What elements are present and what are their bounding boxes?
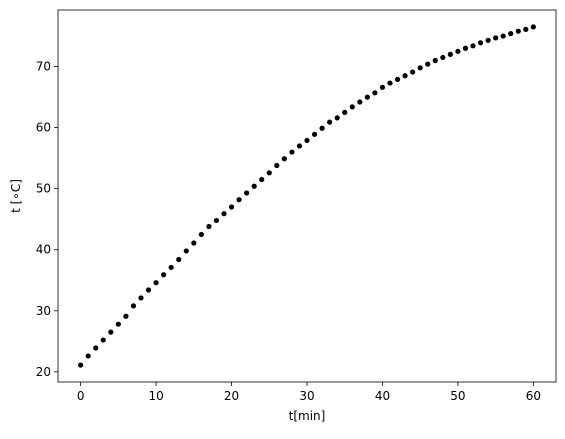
point [259, 176, 265, 183]
point [327, 119, 333, 125]
point [410, 69, 416, 75]
point [311, 131, 318, 137]
plot-frame [57, 9, 557, 383]
x-tick-label: 60 [526, 389, 541, 403]
x-tick-label: 10 [148, 389, 163, 403]
point [515, 28, 521, 34]
point [470, 43, 476, 49]
x-tick-label: 40 [375, 389, 390, 403]
point [296, 143, 303, 149]
x-tick-label: 20 [224, 389, 239, 403]
point [364, 94, 370, 100]
y-tick-label: 60 [36, 121, 51, 135]
point [251, 183, 257, 189]
point [100, 337, 106, 343]
point [432, 57, 438, 64]
point [477, 40, 484, 46]
point [123, 313, 129, 319]
point [394, 76, 401, 83]
point [206, 223, 212, 230]
point [485, 37, 491, 43]
y-tick-label: 70 [36, 60, 51, 74]
point [417, 65, 423, 71]
point [115, 321, 121, 327]
point [289, 149, 295, 155]
x-tick-label: 30 [299, 389, 314, 403]
y-axis-label: t [∘C] [9, 179, 23, 213]
y-tick-label: 20 [36, 365, 51, 379]
point [161, 272, 167, 278]
point [447, 51, 453, 57]
point [334, 115, 340, 121]
point [530, 24, 536, 30]
x-axis-label: t[min] [289, 409, 326, 423]
point [455, 48, 461, 54]
point [500, 33, 506, 39]
point [342, 109, 348, 115]
point [228, 204, 235, 210]
point [213, 217, 220, 224]
point [145, 287, 152, 293]
point [191, 240, 197, 246]
x-tick-label: 0 [77, 389, 85, 403]
point [153, 280, 159, 286]
y-tick-label: 50 [36, 182, 51, 196]
point [78, 362, 84, 368]
point [108, 329, 114, 335]
x-tick-label: 50 [450, 389, 465, 403]
point [274, 162, 280, 169]
point [462, 45, 469, 51]
point [198, 231, 204, 238]
point [138, 295, 144, 301]
point [402, 73, 408, 79]
point [130, 303, 137, 309]
point [304, 137, 310, 144]
point [372, 90, 378, 96]
point [319, 125, 325, 131]
point [357, 99, 363, 105]
point [281, 156, 287, 162]
point [379, 84, 386, 90]
point [523, 26, 529, 32]
point [244, 190, 250, 196]
point [176, 256, 182, 263]
point [266, 170, 272, 176]
point [425, 61, 431, 67]
point [221, 211, 227, 217]
point [236, 197, 242, 203]
point [387, 80, 393, 86]
point [508, 31, 514, 37]
point [183, 248, 189, 254]
point [168, 264, 174, 271]
point [349, 104, 355, 110]
y-tick-label: 30 [36, 304, 51, 318]
point [440, 54, 446, 61]
point [85, 353, 91, 359]
point [493, 35, 499, 41]
y-tick-label: 40 [36, 243, 51, 257]
point [93, 345, 99, 351]
